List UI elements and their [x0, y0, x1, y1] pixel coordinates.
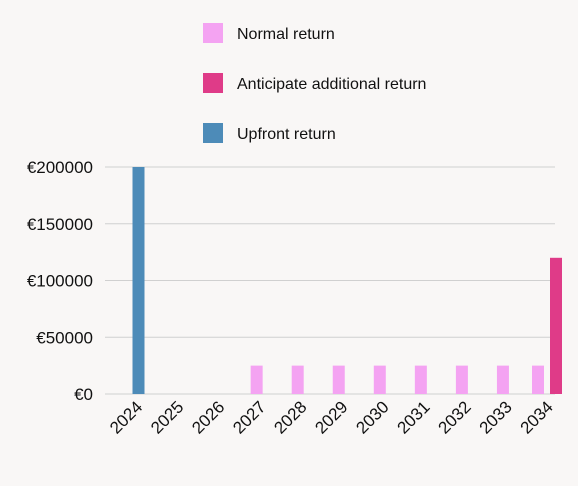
bar [414, 365, 427, 394]
x-tick-label: 2027 [229, 397, 269, 437]
bar [291, 365, 304, 394]
legend-label: Upfront return [237, 126, 336, 143]
legend: Normal return Anticipate additional retur… [203, 23, 426, 143]
bar [132, 167, 145, 394]
bar [455, 365, 468, 394]
x-tick-label: 2028 [270, 397, 310, 437]
y-tick-label: €150000 [27, 215, 93, 234]
x-tick-label: 2034 [517, 397, 557, 437]
y-axis-ticks: €0 €50000 €100000 €150000 €200000 [27, 158, 93, 404]
bar [373, 365, 386, 394]
legend-label: Normal return [237, 26, 335, 43]
x-tick-label: 2031 [393, 397, 433, 437]
x-tick-label: 2029 [311, 397, 351, 437]
y-tick-label: €100000 [27, 272, 93, 291]
bar [496, 365, 509, 394]
x-axis-ticks: 2024 2025 2026 2027 2028 2029 2030 2031 2032 2033… [106, 397, 557, 437]
x-tick-label: 2032 [435, 397, 475, 437]
x-tick-label: 2026 [188, 397, 228, 437]
gridlines [105, 166, 555, 395]
y-tick-label: €50000 [36, 328, 93, 347]
x-tick-label: 2033 [476, 397, 516, 437]
bar [250, 365, 263, 394]
x-tick-label: 2025 [147, 397, 187, 437]
x-tick-label: 2024 [106, 397, 146, 437]
legend-swatch [203, 73, 223, 93]
bar [550, 257, 562, 394]
y-tick-label: €0 [74, 385, 93, 404]
legend-swatch [203, 123, 223, 143]
y-tick-label: €200000 [27, 158, 93, 177]
bars [132, 167, 562, 394]
bar [332, 365, 345, 394]
bar [532, 365, 544, 394]
x-tick-label: 2030 [352, 397, 392, 437]
legend-swatch [203, 23, 223, 43]
legend-label: Anticipate additional return [237, 76, 426, 93]
